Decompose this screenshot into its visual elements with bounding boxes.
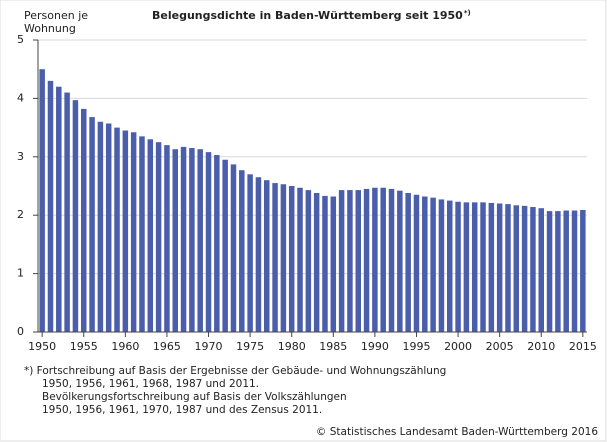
bar [380, 187, 386, 332]
bar [72, 100, 79, 332]
bar [480, 202, 486, 332]
x-tick-label: 2000 [444, 340, 472, 353]
bar [338, 190, 345, 332]
bar [130, 132, 137, 332]
bar [214, 155, 220, 332]
bar [388, 188, 395, 332]
bar [189, 148, 195, 332]
y-tick-label: 4 [17, 91, 24, 104]
y-tick-label: 1 [17, 267, 24, 280]
x-tick-label: 1950 [28, 340, 56, 353]
y-tick-label: 3 [17, 150, 24, 163]
bar [513, 205, 520, 332]
bar [288, 186, 295, 332]
x-tick-label: 1955 [70, 340, 98, 353]
x-tick-label: 1965 [153, 340, 181, 353]
bar [463, 202, 470, 332]
bar [330, 196, 337, 332]
bar [172, 149, 178, 332]
x-tick-label: 1960 [111, 340, 139, 353]
bar [47, 80, 54, 332]
bar [488, 202, 495, 332]
bar [538, 208, 544, 332]
y-tick-label: 2 [17, 208, 24, 221]
bar [89, 117, 95, 332]
bar [255, 177, 262, 332]
bar [505, 204, 511, 332]
bar [39, 69, 45, 332]
bar [447, 200, 453, 332]
bar [347, 190, 353, 332]
bar [272, 183, 278, 332]
x-tick-label: 1995 [402, 340, 430, 353]
bar [97, 121, 104, 332]
footnote: 1950, 1956, 1961, 1970, 1987 und des Zen… [42, 404, 322, 416]
bar [430, 197, 436, 332]
bar [313, 193, 320, 332]
x-tick-label: 1970 [195, 340, 223, 353]
bar [105, 123, 112, 333]
x-tick-label: 1975 [236, 340, 264, 353]
footnote: *) Fortschreibung auf Basis der Ergebnis… [24, 365, 446, 377]
bar [56, 86, 62, 332]
bar [305, 190, 312, 332]
footnote: 1950, 1956, 1961, 1968, 1987 und 2011. [42, 378, 259, 390]
bar [471, 202, 478, 332]
bar [139, 136, 145, 332]
bar [180, 146, 187, 332]
bar [455, 201, 461, 332]
bar [521, 205, 528, 332]
bar [530, 207, 536, 332]
y-axis-label: Wohnung [24, 22, 76, 35]
bar [280, 184, 287, 332]
bar [164, 145, 170, 332]
bar [363, 188, 370, 332]
source: © Statistisches Landesamt Baden-Württemb… [316, 426, 598, 438]
bar [372, 187, 378, 332]
title-note: *) [464, 9, 471, 17]
bar [81, 108, 87, 332]
bar [239, 170, 245, 332]
bar [297, 187, 303, 332]
bar [405, 193, 411, 332]
bar [322, 195, 328, 332]
x-tick-label: 2005 [486, 340, 514, 353]
bar [230, 164, 237, 332]
x-tick-label: 1990 [361, 340, 389, 353]
bar [422, 196, 428, 332]
bar [580, 209, 586, 332]
bar [555, 211, 561, 332]
bar [563, 210, 569, 332]
y-tick-label: 0 [17, 325, 24, 338]
bar [438, 199, 445, 332]
x-tick-label: 1980 [278, 340, 306, 353]
bar [64, 92, 70, 332]
y-axis-label: Personen je [24, 9, 88, 22]
bar [397, 190, 403, 332]
x-tick-label: 2015 [569, 340, 597, 353]
bar [413, 194, 420, 332]
bar [355, 190, 361, 332]
x-tick-label: 1985 [319, 340, 347, 353]
chart-title: Belegungsdichte in Baden-Württemberg sei… [152, 9, 463, 22]
bar [546, 211, 553, 332]
bar [155, 142, 162, 332]
y-tick-label: 5 [17, 33, 24, 46]
bar [205, 152, 212, 332]
footnote: Bevölkerungsfortschreibung auf Basis der… [42, 391, 347, 403]
bar [197, 149, 203, 332]
bar [114, 127, 120, 332]
bar [496, 203, 503, 332]
bar [247, 174, 253, 332]
bar [264, 180, 270, 332]
bar [222, 159, 228, 332]
x-tick-label: 2010 [527, 340, 555, 353]
bar [147, 139, 154, 332]
bar [571, 210, 578, 332]
bar [122, 130, 129, 332]
